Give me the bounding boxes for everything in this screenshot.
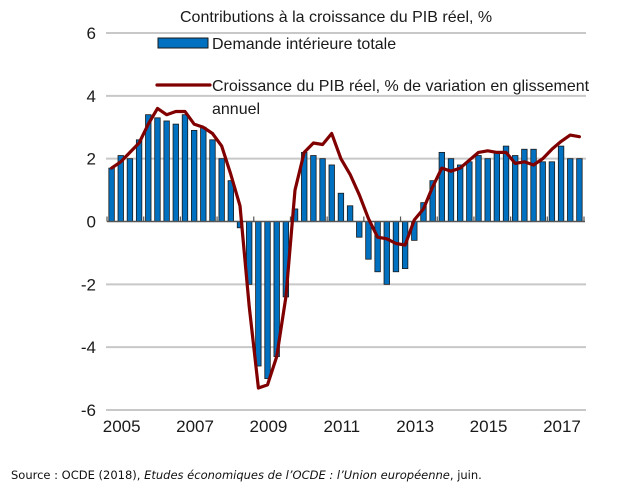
bar [356,221,363,238]
bars-demande-interieure [108,114,583,379]
zero-axis [106,216,585,223]
bar [337,192,345,222]
bar [557,145,565,222]
x-tick-label: 2007 [176,417,214,436]
bar [438,151,445,222]
bar [264,221,271,379]
bar [154,117,161,222]
bar [374,221,381,273]
bar [163,120,170,222]
bar [539,161,546,222]
bar [447,158,455,222]
x-axis-tick-labels: 2005 2007 2009 2011 2013 2015 2017 [103,417,581,436]
line-croissance-pib [109,106,581,390]
bar [502,145,510,222]
source-suffix: , juin. [449,468,482,482]
bar [319,158,326,222]
y-tick-label: -2 [81,275,96,294]
source-title: Etudes économiques de l’OCDE : l’Union e… [144,468,450,482]
bar [190,129,198,222]
bar [108,167,115,222]
x-tick-label: 2013 [396,417,434,436]
bar [484,158,491,222]
bar [126,158,134,222]
bar [209,139,216,222]
legend-label-bar: Demande intérieure totale [212,36,396,53]
legend-swatch-bar [157,37,209,49]
bar [346,205,354,222]
bar [457,164,464,222]
bar [493,151,501,222]
bar [365,221,372,260]
chart-title: Contributions à la croissance du PIB rée… [180,9,492,26]
bar [530,148,537,222]
bar [512,155,519,222]
bar [466,161,473,222]
y-axis-tick-labels: 6 4 2 0 -2 -4 -6 [81,24,96,420]
bar [475,155,482,222]
bar [392,221,400,273]
y-tick-label: 6 [87,24,96,43]
source-prefix: Source : OCDE (2018), [11,468,145,482]
bar [383,221,390,285]
x-tick-label: 2015 [470,417,508,436]
y-tick-label: -4 [81,338,96,357]
x-tick-label: 2017 [543,417,581,436]
bar [548,161,556,222]
bar [255,221,262,367]
bar [135,139,143,222]
bar [310,155,317,222]
bar [328,164,335,222]
bar [200,126,207,222]
y-tick-label: 0 [87,213,96,232]
legend: Demande intérieure totale Croissance du … [155,36,590,118]
legend-label-line-2: annuel [212,101,260,118]
bar [172,123,179,222]
bar [117,155,124,222]
x-tick-label: 2009 [250,417,288,436]
bar [521,148,528,222]
bar [576,158,583,222]
x-tick-label: 2005 [103,417,141,436]
legend-label-line-1: Croissance du PIB réel, % de variation e… [212,78,590,95]
bar [218,158,225,222]
bar [181,114,189,222]
bar [567,158,574,222]
y-tick-label: 4 [87,87,96,106]
source-note: Source : OCDE (2018), Etudes économiques… [11,468,482,482]
y-tick-label: 2 [87,150,96,169]
x-tick-label: 2011 [324,417,361,436]
y-tick-label: -6 [81,401,96,420]
